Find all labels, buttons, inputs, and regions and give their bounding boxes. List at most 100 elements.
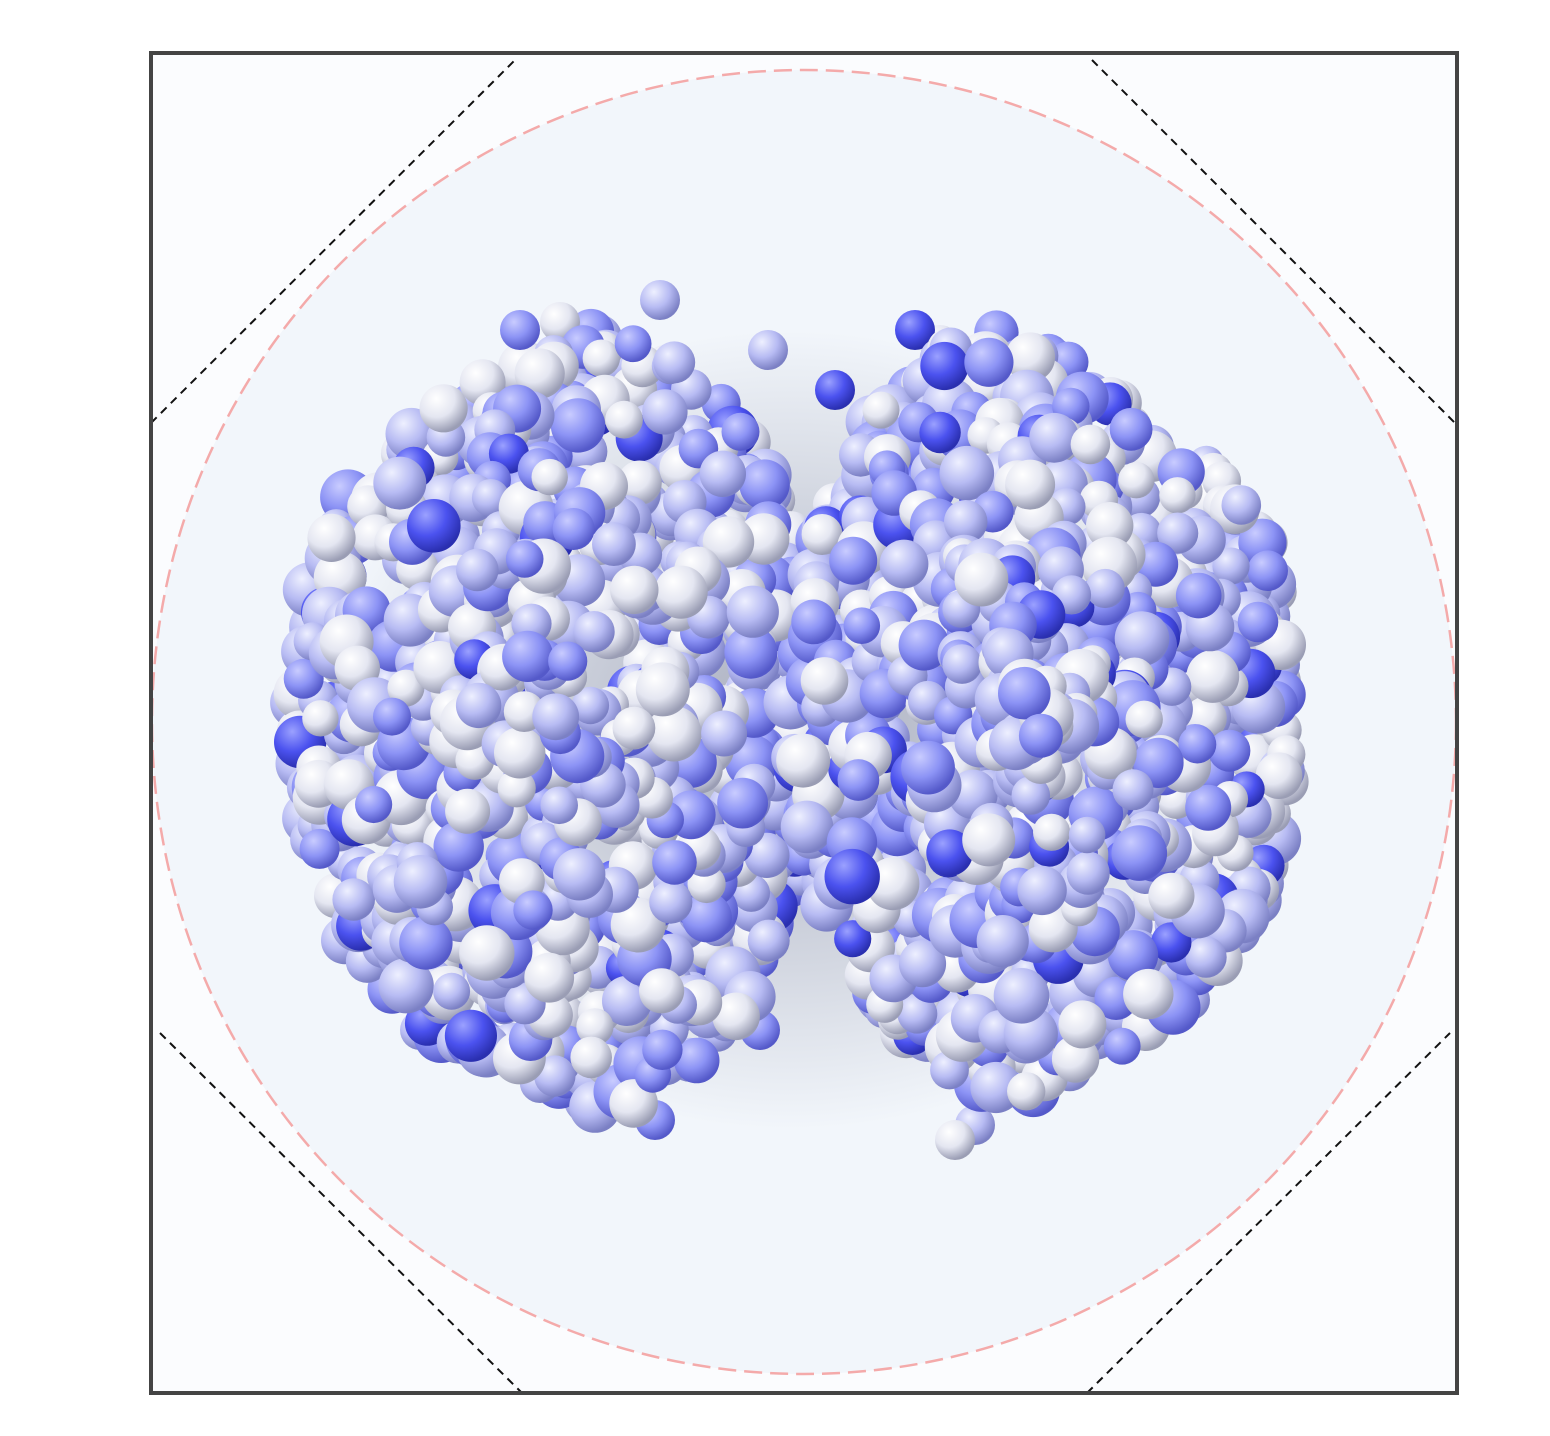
atom (1157, 512, 1199, 554)
atom (866, 857, 920, 911)
atom (699, 450, 746, 497)
viewer-frame (149, 51, 1459, 1395)
atom (649, 880, 693, 924)
atom (993, 968, 1050, 1024)
atom (1006, 1072, 1046, 1111)
atom (299, 828, 340, 869)
atom (1033, 813, 1071, 851)
atom (815, 370, 855, 410)
atom (1237, 601, 1279, 643)
atom (1175, 572, 1222, 619)
atom (1178, 725, 1217, 764)
atom (494, 727, 546, 779)
atom (739, 459, 790, 510)
clip-guides (150, 59, 1456, 1394)
atom (1085, 568, 1125, 609)
atom (617, 460, 662, 505)
atom (1111, 825, 1168, 881)
atom (570, 1036, 612, 1079)
atom (513, 890, 553, 930)
atom (332, 878, 376, 921)
atom (800, 657, 849, 705)
atom (531, 458, 568, 496)
atom (834, 920, 872, 958)
atom (1018, 713, 1063, 758)
atom (801, 514, 843, 555)
atom (500, 310, 540, 350)
atom (747, 919, 790, 962)
atom (879, 539, 929, 589)
atom (1186, 650, 1240, 703)
atom (399, 916, 453, 970)
atom (1005, 459, 1056, 510)
atom (524, 952, 575, 1003)
atom (444, 1009, 497, 1062)
atom (1212, 547, 1250, 585)
atom (307, 513, 356, 563)
atom (1029, 412, 1080, 463)
atom (776, 733, 831, 788)
atom (505, 540, 544, 578)
clip-guide-top-right (1091, 59, 1456, 424)
clip-guide-bottom-left (159, 1032, 523, 1394)
atom (646, 706, 702, 762)
atom (964, 337, 1014, 387)
atom (919, 411, 961, 454)
atom (1148, 872, 1195, 919)
atom (653, 341, 696, 384)
atom (610, 565, 659, 615)
atom (1118, 462, 1155, 499)
atom (612, 706, 656, 750)
atom (582, 339, 620, 377)
atom (939, 445, 995, 501)
atom (829, 536, 878, 585)
atom (497, 769, 536, 808)
atom (1066, 851, 1110, 895)
atom (1185, 784, 1232, 831)
atom (571, 686, 610, 725)
atom (1185, 936, 1227, 978)
atom (419, 384, 468, 433)
atom (373, 697, 411, 736)
atom (1109, 407, 1153, 451)
atom (573, 611, 615, 653)
atom (1086, 502, 1134, 550)
atom (943, 500, 988, 544)
clip-guide-bottom-right (1086, 1032, 1451, 1394)
atom (553, 848, 606, 901)
atom (459, 925, 515, 981)
atom (378, 958, 434, 1014)
atom (640, 280, 680, 320)
atom (355, 785, 393, 824)
clip-guide-top-left (150, 59, 516, 424)
atom (532, 693, 580, 741)
atom (387, 669, 425, 707)
atom (654, 565, 708, 619)
atom (407, 499, 461, 553)
atom (1011, 776, 1051, 815)
atom (726, 585, 779, 638)
atom (1112, 769, 1154, 811)
atom (540, 786, 578, 825)
atom (373, 456, 427, 510)
atom (635, 662, 690, 717)
protein-molecule (270, 280, 1309, 1160)
atom (639, 968, 685, 1014)
atom (920, 341, 969, 391)
atom (1114, 611, 1170, 666)
atom (673, 1037, 720, 1084)
atom (1068, 816, 1106, 854)
atom (962, 813, 1016, 867)
atom (998, 666, 1051, 720)
atom (456, 548, 499, 592)
atom (843, 607, 881, 644)
atom (901, 740, 955, 795)
atom (642, 389, 688, 435)
atom (283, 658, 324, 699)
atom (552, 508, 595, 550)
atom (614, 325, 652, 363)
atom (514, 348, 565, 399)
atom (970, 1061, 1022, 1114)
